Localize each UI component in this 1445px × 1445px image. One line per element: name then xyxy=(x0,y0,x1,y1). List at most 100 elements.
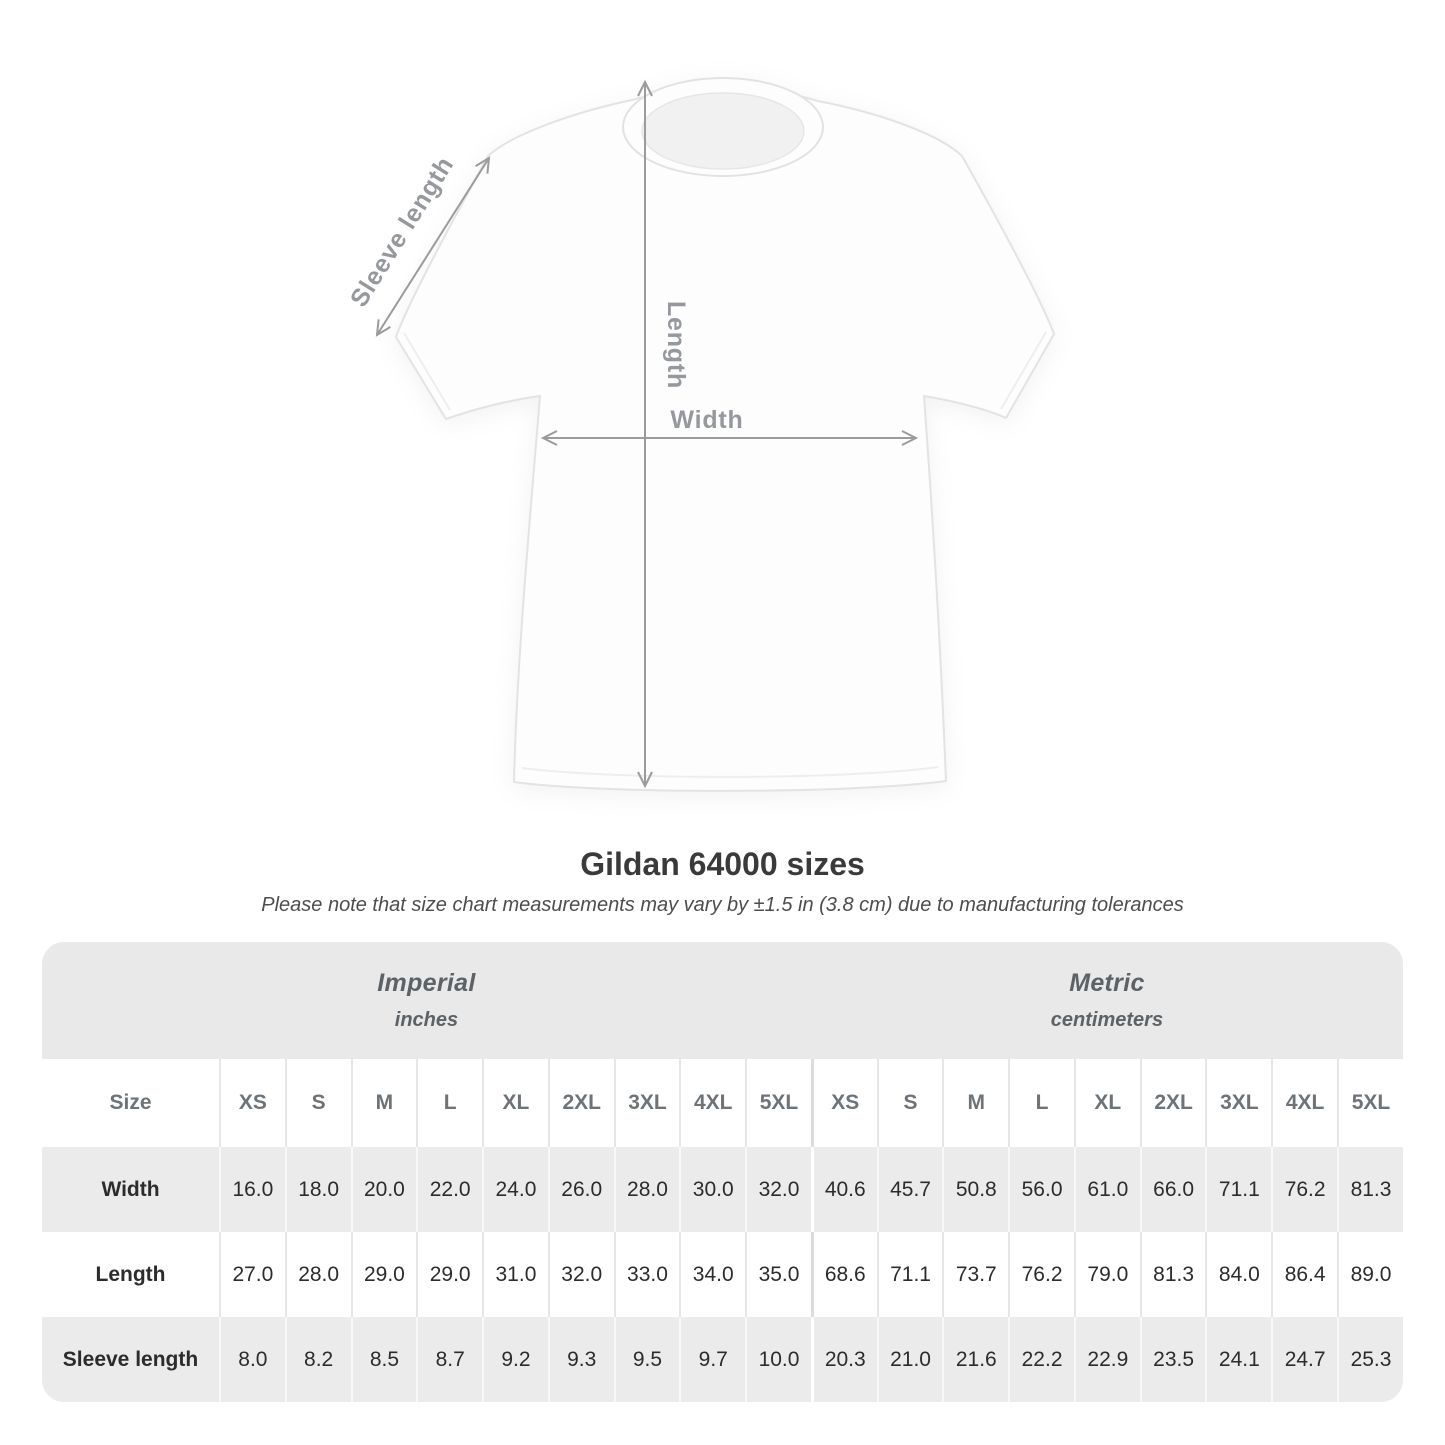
length-dimension-arrow xyxy=(637,79,653,789)
width-label: Width xyxy=(670,406,743,434)
value-cell: 81.3 xyxy=(1337,1147,1403,1232)
value-cell: 8.5 xyxy=(350,1317,417,1402)
size-col-header: L xyxy=(416,1059,483,1147)
right-sleeve-hem-stitch xyxy=(1000,331,1047,410)
bottom-hem-stitch xyxy=(521,766,939,778)
value-cell: 22.2 xyxy=(1008,1317,1074,1402)
row-label: Width xyxy=(42,1147,219,1232)
value-cell: 71.1 xyxy=(876,1232,943,1317)
size-col-header: XL xyxy=(1073,1059,1140,1147)
value-cell: 71.1 xyxy=(1205,1147,1272,1232)
value-cell: 24.1 xyxy=(1205,1317,1272,1402)
imperial-sublabel: inches xyxy=(394,1009,459,1031)
tshirt-measurement-diagram: Length Width Sleeve length xyxy=(345,77,1056,792)
value-cell: 50.8 xyxy=(942,1147,1009,1232)
value-cell: 33.0 xyxy=(613,1232,680,1317)
size-col-header: M xyxy=(350,1059,417,1147)
value-cell: 8.7 xyxy=(416,1317,483,1402)
value-cell: 27.0 xyxy=(219,1232,285,1317)
size-col-header: XS xyxy=(219,1059,285,1147)
value-cell: 8.2 xyxy=(284,1317,351,1402)
width-row: Width 16.0 18.0 20.0 22.0 24.0 26.0 28.0… xyxy=(42,1147,1403,1232)
value-cell: 21.6 xyxy=(942,1317,1009,1402)
value-cell: 24.0 xyxy=(482,1147,548,1232)
size-col-header: S xyxy=(876,1059,943,1147)
size-col-header: L xyxy=(1008,1059,1074,1147)
value-cell: 34.0 xyxy=(679,1232,746,1317)
size-col-header: 2XL xyxy=(547,1059,614,1147)
value-cell: 31.0 xyxy=(482,1232,548,1317)
value-cell: 61.0 xyxy=(1073,1147,1140,1232)
size-col-header: XL xyxy=(482,1059,548,1147)
value-cell: 29.0 xyxy=(350,1232,417,1317)
value-cell: 20.3 xyxy=(810,1317,877,1402)
value-cell: 10.0 xyxy=(745,1317,811,1402)
value-cell: 45.7 xyxy=(876,1147,943,1232)
value-cell: 9.2 xyxy=(482,1317,548,1402)
size-col-header: 5XL xyxy=(1337,1059,1403,1147)
value-cell: 30.0 xyxy=(679,1147,746,1232)
value-cell: 28.0 xyxy=(284,1232,351,1317)
title-section: Gildan 64000 sizes Please note that size… xyxy=(0,845,1445,917)
value-cell: 73.7 xyxy=(942,1232,1009,1317)
imperial-label: Imperial xyxy=(377,969,476,997)
tshirt-body xyxy=(394,86,1056,792)
size-col-header: 3XL xyxy=(613,1059,680,1147)
value-cell: 68.6 xyxy=(810,1232,877,1317)
size-row-label: Size xyxy=(42,1059,219,1147)
size-table-card: Imperial inches Metric centimeters Size … xyxy=(42,942,1403,1402)
size-col-header: 4XL xyxy=(1271,1059,1338,1147)
value-cell: 20.0 xyxy=(350,1147,417,1232)
value-cell: 8.0 xyxy=(219,1317,285,1402)
tolerance-note: Please note that size chart measurements… xyxy=(261,894,1184,916)
metric-label: Metric xyxy=(1069,969,1145,997)
page-title: Gildan 64000 sizes xyxy=(580,846,865,882)
value-cell: 16.0 xyxy=(219,1147,285,1232)
value-cell: 29.0 xyxy=(416,1232,483,1317)
value-cell: 22.0 xyxy=(416,1147,483,1232)
value-cell: 22.9 xyxy=(1073,1317,1140,1402)
size-col-header: S xyxy=(284,1059,351,1147)
length-label: Length xyxy=(662,301,690,389)
left-sleeve-hem-stitch xyxy=(403,332,451,411)
row-label: Sleeve length xyxy=(42,1317,219,1402)
size-table: Imperial inches Metric centimeters Size … xyxy=(42,942,1403,1402)
value-cell: 56.0 xyxy=(1008,1147,1074,1232)
sleeve-length-row: Sleeve length 8.0 8.2 8.5 8.7 9.2 9.3 9.… xyxy=(42,1317,1403,1402)
value-cell: 40.6 xyxy=(810,1147,877,1232)
width-dimension-arrow xyxy=(540,430,919,446)
tshirt-shape-group xyxy=(394,77,1056,792)
value-cell: 76.2 xyxy=(1008,1232,1074,1317)
value-cell: 66.0 xyxy=(1139,1147,1206,1232)
value-cell: 32.0 xyxy=(547,1232,614,1317)
value-cell: 86.4 xyxy=(1271,1232,1338,1317)
value-cell: 18.0 xyxy=(284,1147,351,1232)
length-row: Length 27.0 28.0 29.0 29.0 31.0 32.0 33.… xyxy=(42,1232,1403,1317)
value-cell: 28.0 xyxy=(613,1147,680,1232)
collar-opening xyxy=(641,92,805,170)
size-col-header: 5XL xyxy=(745,1059,811,1147)
sleeve-length-dimension-arrow xyxy=(375,156,491,337)
size-col-header: M xyxy=(942,1059,1009,1147)
tshirt-diagram-svg: Length Width Sleeve length xyxy=(345,77,1056,792)
value-cell: 26.0 xyxy=(547,1147,614,1232)
size-col-header: 4XL xyxy=(679,1059,746,1147)
value-cell: 79.0 xyxy=(1073,1232,1140,1317)
value-cell: 24.7 xyxy=(1271,1317,1338,1402)
size-col-header: 2XL xyxy=(1139,1059,1206,1147)
imperial-header-cell: Imperial inches xyxy=(42,942,811,1059)
size-header-row: Size XS S M L XL 2XL 3XL 4XL 5XL XS S M … xyxy=(42,1059,1403,1147)
value-cell: 9.3 xyxy=(547,1317,614,1402)
metric-sublabel: centimeters xyxy=(1050,1009,1164,1031)
value-cell: 23.5 xyxy=(1139,1317,1206,1402)
value-cell: 9.7 xyxy=(679,1317,746,1402)
value-cell: 89.0 xyxy=(1337,1232,1403,1317)
unit-header-row: Imperial inches Metric centimeters xyxy=(42,942,1403,1059)
metric-header-cell: Metric centimeters xyxy=(810,942,1403,1059)
row-label: Length xyxy=(42,1232,219,1317)
value-cell: 25.3 xyxy=(1337,1317,1403,1402)
value-cell: 81.3 xyxy=(1139,1232,1206,1317)
value-cell: 21.0 xyxy=(876,1317,943,1402)
value-cell: 32.0 xyxy=(745,1147,811,1232)
